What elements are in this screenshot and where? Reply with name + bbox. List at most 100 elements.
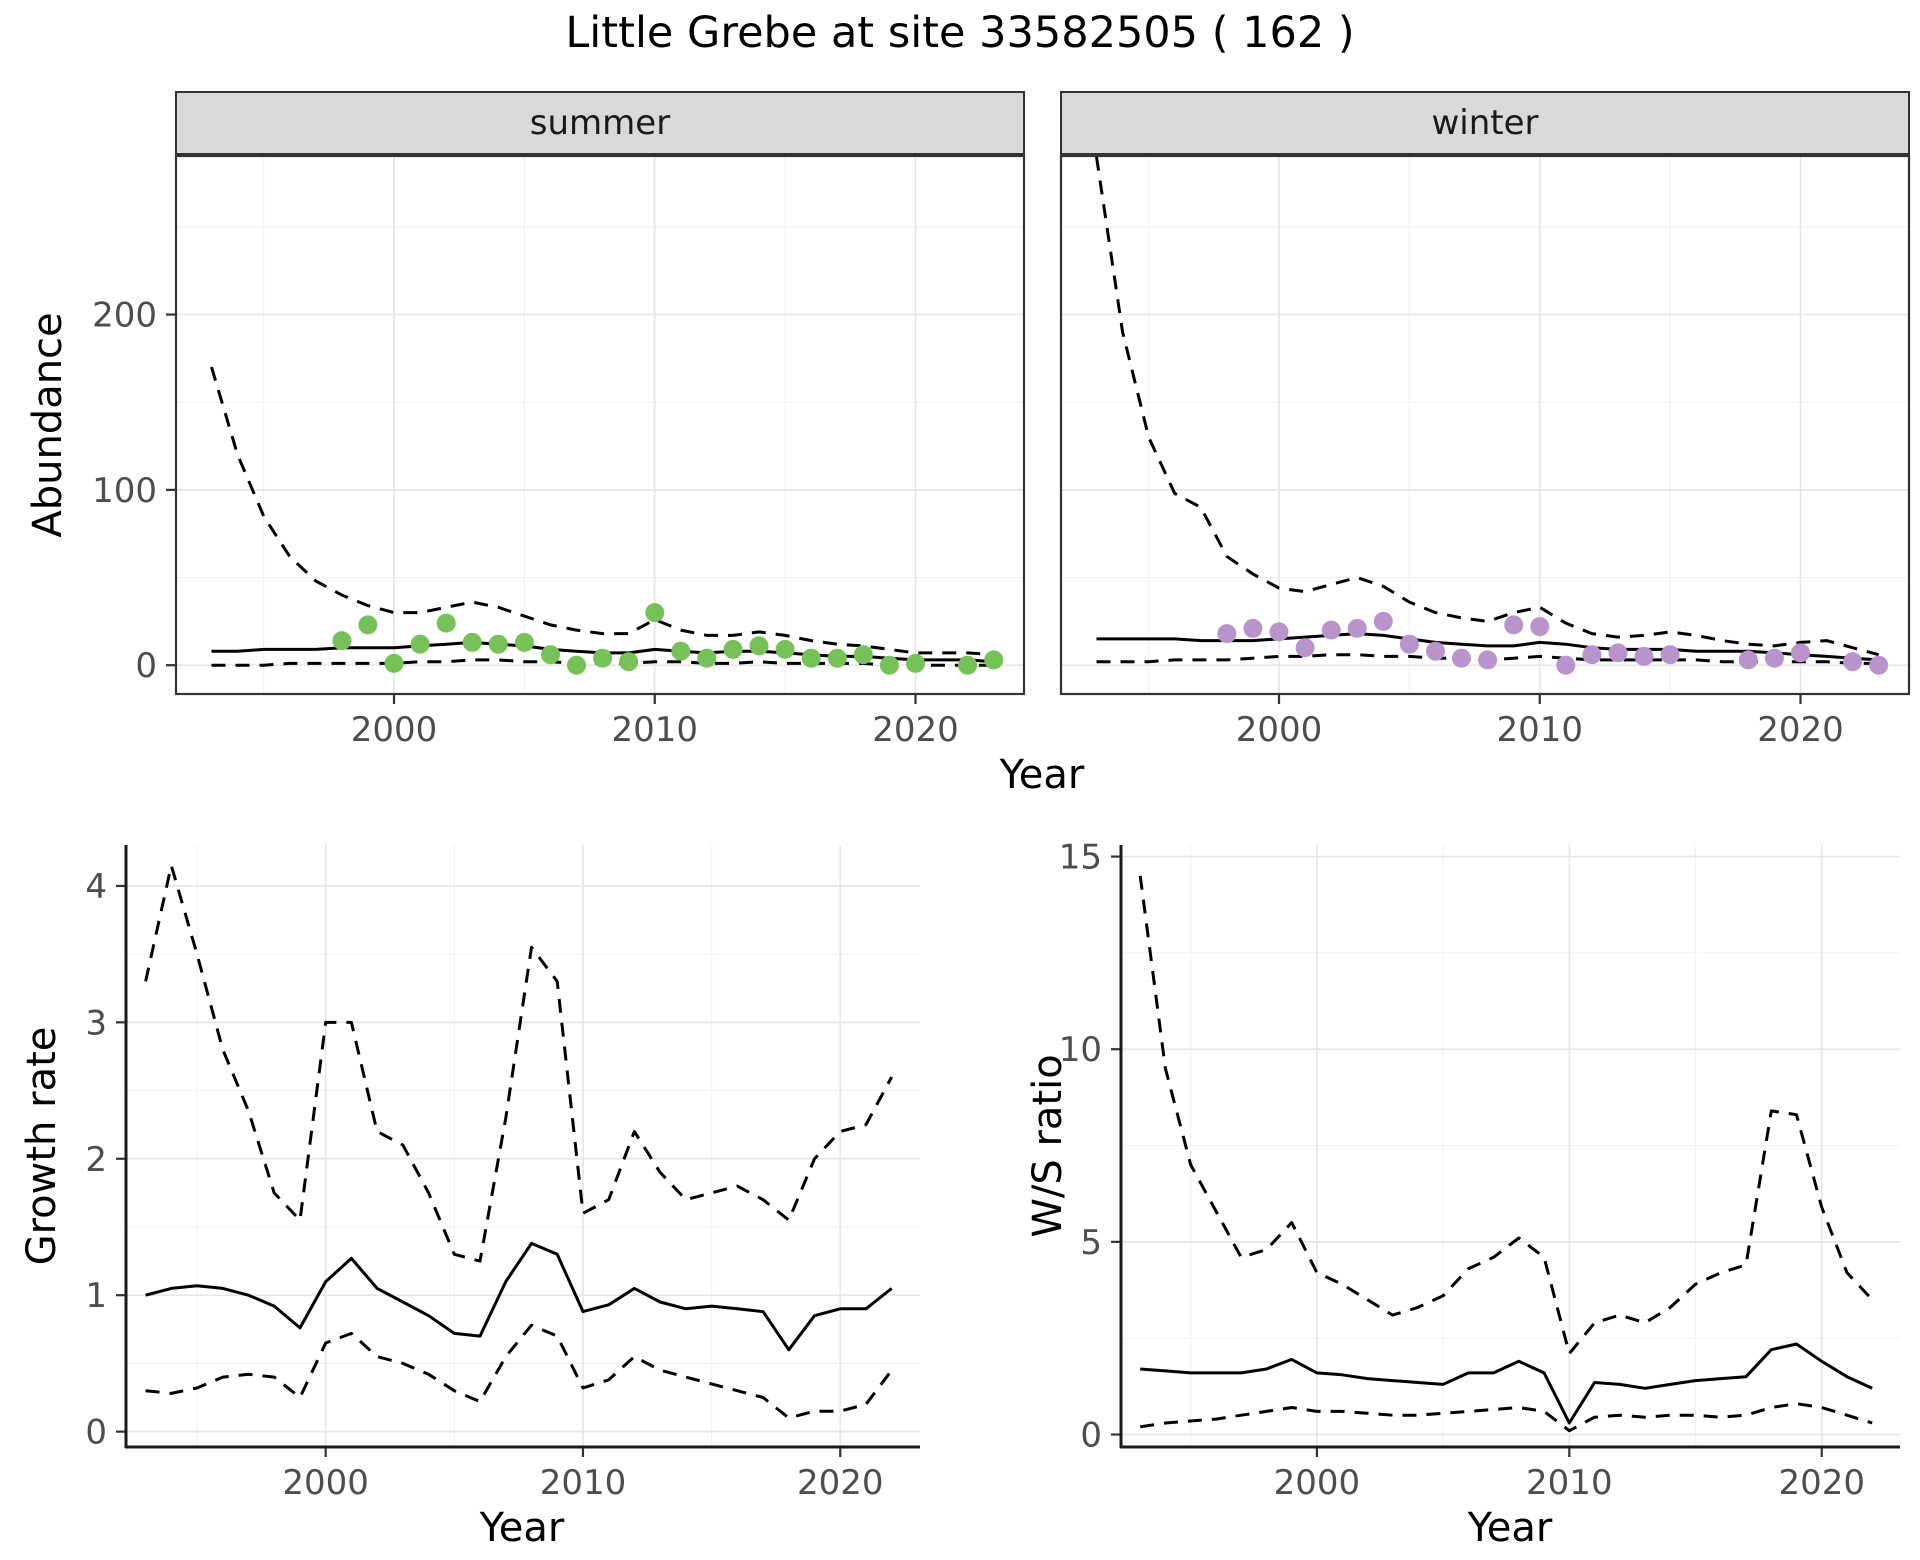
data-point xyxy=(645,603,665,623)
data-point xyxy=(1764,648,1784,668)
data-point xyxy=(1295,638,1315,658)
x-tick-label: 2000 xyxy=(1236,710,1323,750)
data-point xyxy=(619,652,639,672)
data-point xyxy=(1556,655,1576,675)
growth-rate-axis-title: Growth rate xyxy=(19,1026,65,1266)
y-tick-label: 4 xyxy=(85,867,107,907)
growth-rate-panel: 2000 2010 2020 0 1 2 3 4 xyxy=(85,845,920,1503)
y-tick-label: 200 xyxy=(92,296,157,336)
y-tick-label: 1 xyxy=(85,1276,107,1316)
data-point xyxy=(1608,643,1628,663)
y-tick-label: 10 xyxy=(1059,1030,1102,1070)
data-point xyxy=(1660,645,1680,665)
panel-background xyxy=(175,155,1025,695)
x-tick-label: 2000 xyxy=(1274,1463,1361,1503)
x-tick-label: 2010 xyxy=(540,1463,627,1503)
fit-line xyxy=(1140,1342,1873,1425)
data-point xyxy=(775,639,795,659)
data-point xyxy=(1321,620,1341,640)
facet-label-winter: winter xyxy=(1431,103,1539,143)
upper-ci-line xyxy=(1138,875,1874,1356)
data-point xyxy=(671,641,691,661)
data-point xyxy=(827,648,847,668)
data-point xyxy=(801,648,821,668)
facet-strip-winter: winter xyxy=(1060,91,1910,155)
x-tick-label: 2010 xyxy=(611,710,698,750)
lower-ci-line xyxy=(1139,1402,1873,1433)
x-tick-label: 2020 xyxy=(872,710,959,750)
abundance-axis-title: Abundance xyxy=(25,312,71,538)
x-tick-label: 2010 xyxy=(1496,710,1583,750)
data-point xyxy=(958,655,978,675)
data-point xyxy=(541,645,560,665)
data-point xyxy=(1634,646,1654,666)
ws-ratio-axis-title: W/S ratio xyxy=(1025,1054,1071,1238)
data-point xyxy=(906,653,925,673)
data-point xyxy=(1373,611,1393,631)
fit-line xyxy=(145,1241,893,1352)
y-tick-label: 2 xyxy=(85,1140,107,1180)
data-point xyxy=(332,631,352,651)
panel-border xyxy=(1059,154,1911,696)
y-tick-label: 15 xyxy=(1059,838,1102,878)
data-point xyxy=(1791,643,1810,663)
y-tick-label: 3 xyxy=(85,1003,107,1043)
data-point xyxy=(1478,650,1498,670)
x-tick-label: 2000 xyxy=(351,710,438,750)
x-tick-label: 2000 xyxy=(282,1463,369,1503)
data-point xyxy=(697,648,717,668)
panel-background xyxy=(125,845,920,1448)
data-point xyxy=(1530,617,1550,637)
data-point xyxy=(1738,650,1758,670)
data-point xyxy=(1869,655,1889,675)
data-point xyxy=(358,615,378,635)
data-point xyxy=(436,613,456,633)
data-point xyxy=(1426,641,1445,661)
data-point xyxy=(749,636,769,656)
top-year-axis-title: Year xyxy=(999,752,1085,798)
data-point xyxy=(1347,618,1367,638)
panel-background xyxy=(1060,155,1910,695)
upper-ci-line xyxy=(1095,156,1880,657)
y-tick-label: 5 xyxy=(1080,1223,1102,1263)
facet-strip-summer: summer xyxy=(175,91,1025,155)
data-point xyxy=(1269,622,1289,642)
x-tick-label: 2010 xyxy=(1526,1463,1613,1503)
y-tick-label: 100 xyxy=(92,471,157,511)
data-point xyxy=(723,639,743,659)
data-point xyxy=(567,655,586,675)
data-point xyxy=(462,632,482,652)
data-point xyxy=(1582,645,1602,665)
growth-year-axis-title: Year xyxy=(479,1505,565,1551)
data-point xyxy=(984,650,1004,670)
ws-ratio-panel: 2000 2010 2020 0 5 10 15 xyxy=(1059,838,1900,1503)
data-point xyxy=(1504,615,1524,635)
data-point xyxy=(488,634,508,654)
data-point xyxy=(593,648,613,668)
panel-background xyxy=(1120,845,1900,1448)
data-point xyxy=(1399,634,1419,654)
data-point xyxy=(1843,652,1863,672)
y-tick-label: 0 xyxy=(135,646,157,686)
data-point xyxy=(879,655,899,675)
ratio-year-axis-title: Year xyxy=(1467,1505,1553,1551)
figure-title: Little Grebe at site 33582505 ( 162 ) xyxy=(565,8,1355,58)
upper-ci-line xyxy=(144,864,894,1263)
panel-border xyxy=(174,154,1026,696)
lower-ci-line xyxy=(145,1323,893,1420)
data-point xyxy=(1243,618,1263,638)
summer-abundance-panel: 2000 2010 2020 0 100 200 xyxy=(92,154,1026,750)
facet-label-summer: summer xyxy=(529,103,671,143)
data-point xyxy=(1217,624,1237,644)
upper-ci-line xyxy=(210,366,994,657)
x-tick-label: 2020 xyxy=(797,1463,884,1503)
x-tick-label: 2020 xyxy=(1778,1463,1865,1503)
y-tick-label: 0 xyxy=(85,1413,107,1453)
data-point xyxy=(384,653,404,673)
y-tick-label: 0 xyxy=(1080,1416,1102,1456)
x-tick-label: 2020 xyxy=(1757,710,1844,750)
data-point xyxy=(514,632,534,652)
data-point xyxy=(1452,648,1471,668)
data-point xyxy=(410,634,430,654)
